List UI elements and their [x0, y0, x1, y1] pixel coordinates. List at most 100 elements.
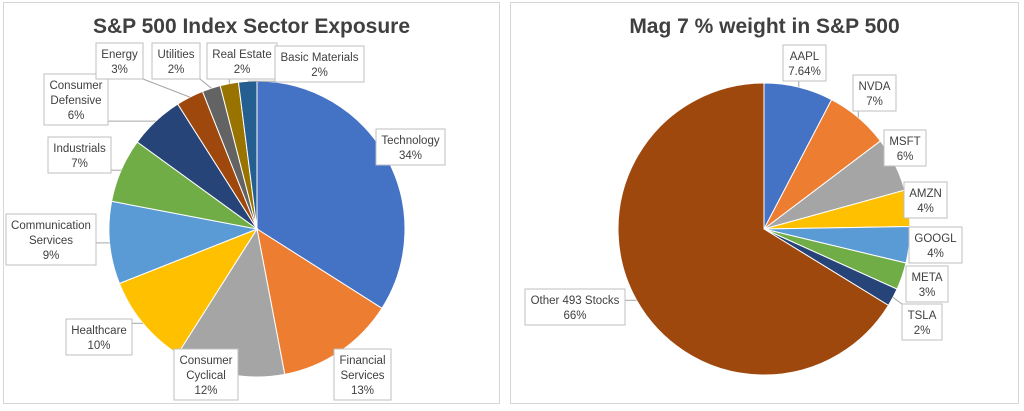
pie-slices	[617, 82, 911, 376]
data-label-line: Other 493 Stocks	[531, 295, 620, 307]
pie-data-labels: Technology 34% Financial Services 13% Consume…	[5, 42, 446, 401]
sector-pie-chart: Technology 34% Financial Services 13% Consume…	[5, 42, 446, 401]
data-label-line: 2%	[914, 325, 931, 337]
data-label-line: 2%	[311, 67, 328, 79]
data-label-line: Services	[340, 370, 384, 382]
data-label-text: Consumer Defensive 6%	[49, 80, 102, 122]
data-label-nvda: NVDA 7%	[852, 74, 897, 112]
data-label-box	[65, 318, 133, 356]
data-label-technology: Technology 34%	[375, 128, 446, 166]
data-label-box	[333, 348, 392, 401]
data-label-line: 4%	[917, 203, 934, 215]
data-label-line: 13%	[351, 385, 374, 397]
data-label-line: Energy	[101, 49, 138, 61]
data-label-text: Consumer Cyclical 12%	[179, 355, 232, 397]
leader-line	[892, 296, 903, 305]
data-label-line: 7%	[866, 96, 883, 108]
data-label-line: 3%	[111, 64, 128, 76]
data-label-line: Technology	[381, 135, 439, 147]
pie-slice-communication	[108, 200, 259, 285]
data-label-box	[151, 42, 201, 80]
data-label-box	[47, 136, 112, 174]
data-label-line: 2%	[234, 64, 251, 76]
data-label-msft: MSFT 6%	[883, 129, 927, 167]
data-label-energy: Energy 3%	[95, 42, 144, 80]
data-label-box	[375, 128, 446, 166]
data-label-line: 4%	[927, 248, 944, 260]
data-label-text: Industrials 7%	[53, 143, 106, 170]
data-label-tsla: TSLA 2%	[901, 303, 943, 341]
data-label-aapl: AAPL 7.64%	[782, 44, 827, 82]
data-label-line: Defensive	[50, 95, 101, 107]
leader-line	[142, 78, 190, 98]
data-label-line: GOOGL	[914, 233, 957, 245]
data-label-consumer: Consumer Cyclical 12%	[173, 348, 239, 401]
data-label-box	[908, 226, 963, 264]
data-label-communication: Communication Services 9%	[5, 213, 97, 266]
data-label-text: MSFT 6%	[889, 136, 920, 163]
data-label-text: NVDA 7%	[859, 81, 891, 108]
data-label-utilities: Utilities 2%	[151, 42, 201, 80]
data-label-line: Cyclical	[186, 370, 226, 382]
data-label-line: Industrials	[53, 143, 106, 155]
data-label-text: Financial Services 13%	[339, 355, 385, 397]
data-label-box	[905, 265, 949, 303]
data-label-real-estate: Real Estate 2%	[206, 42, 278, 80]
data-label-text: GOOGL 4%	[914, 233, 957, 260]
data-label-box	[883, 129, 927, 167]
data-label-line: AAPL	[790, 51, 820, 63]
sector-chart-title: S&P 500 Index Sector Exposure	[92, 15, 411, 38]
data-label-text: Other 493 Stocks 66%	[531, 295, 620, 322]
data-label-box	[782, 44, 827, 82]
pie-slices	[108, 80, 406, 378]
data-label-meta: META 3%	[905, 265, 949, 303]
data-label-line: 7.64%	[788, 66, 821, 78]
data-label-text: Basic Materials 2%	[281, 52, 359, 79]
data-label-line: NVDA	[859, 81, 891, 93]
data-label-box	[274, 45, 365, 83]
data-label-other-493-stocks: Other 493 Stocks 66%	[524, 288, 626, 326]
mag7-chart-panel: Mag 7 % weight in S&P 500 AAPL 7.64% NVDA 7…	[510, 2, 1019, 404]
data-label-line: 9%	[43, 250, 60, 262]
data-label-text: Energy 3%	[101, 49, 138, 76]
data-label-line: Real Estate	[212, 49, 271, 61]
data-label-box	[5, 213, 97, 266]
mag7-pie-chart: AAPL 7.64% NVDA 7% MSFT 6% AMZN 4% GOOGL 4% META 3%…	[524, 44, 963, 376]
data-label-line: Consumer	[49, 80, 102, 92]
leader-line	[199, 78, 212, 89]
data-label-amzn: AMZN 4%	[903, 181, 948, 219]
data-label-text: Communication Services 9%	[11, 220, 91, 262]
data-label-text: AMZN 4%	[909, 188, 942, 215]
data-label-text: Utilities 2%	[157, 49, 194, 76]
data-label-line: TSLA	[908, 310, 937, 322]
pie-data-labels: AAPL 7.64% NVDA 7% MSFT 6% AMZN 4% GOOGL 4% META 3%…	[524, 44, 963, 341]
data-label-line: 7%	[71, 158, 88, 170]
data-label-box	[903, 181, 948, 219]
data-label-text: Healthcare 10%	[71, 325, 127, 352]
data-label-box	[524, 288, 626, 326]
data-label-text: META 3%	[911, 272, 942, 299]
data-label-text: TSLA 2%	[908, 310, 937, 337]
sector-chart-panel: S&P 500 Index Sector Exposure Technology…	[3, 2, 500, 404]
data-label-box	[95, 42, 144, 80]
data-label-box	[43, 73, 109, 126]
data-label-consumer: Consumer Defensive 6%	[43, 73, 109, 126]
data-label-text: Technology 34%	[381, 135, 439, 162]
mag7-chart-title: Mag 7 % weight in S&P 500	[629, 15, 900, 38]
data-label-text: AAPL 7.64%	[788, 51, 821, 78]
data-label-line: 66%	[563, 310, 586, 322]
data-label-text: Real Estate 2%	[212, 49, 271, 76]
data-label-financial: Financial Services 13%	[333, 348, 392, 401]
data-label-basic-materials: Basic Materials 2%	[274, 45, 365, 83]
data-label-line: 10%	[87, 340, 110, 352]
data-label-line: Basic Materials	[281, 52, 359, 64]
data-label-line: Utilities	[157, 49, 194, 61]
data-label-line: 6%	[68, 110, 85, 122]
data-label-line: 12%	[194, 385, 217, 397]
data-label-line: META	[911, 272, 942, 284]
data-label-box	[173, 348, 239, 401]
data-label-line: 3%	[919, 287, 936, 299]
data-label-line: 2%	[168, 64, 185, 76]
data-label-line: AMZN	[909, 188, 942, 200]
